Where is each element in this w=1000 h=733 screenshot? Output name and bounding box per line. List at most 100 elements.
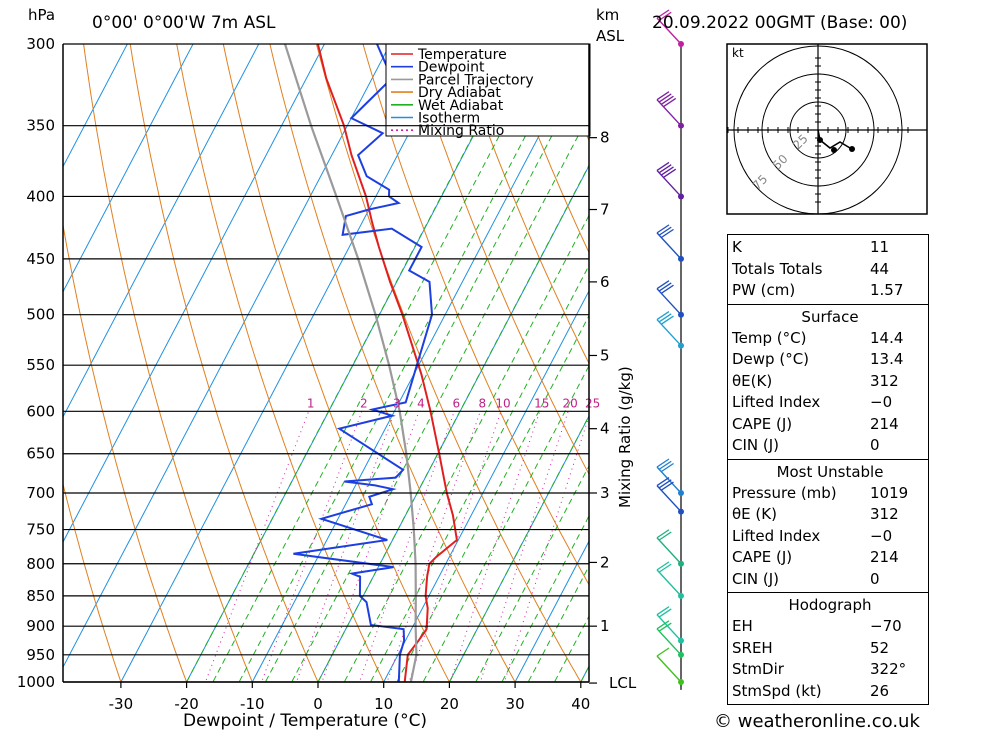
k-label: K [732, 238, 742, 256]
pressure-tick-label: 350 [26, 117, 55, 135]
temp-tick-label: -10 [240, 695, 265, 713]
wind-barb [656, 99, 682, 127]
km-tick-label: LCL [609, 674, 637, 692]
temp-tick-label: -30 [109, 695, 134, 713]
k-value: 11 [870, 238, 890, 256]
isotherm-line [514, 540, 589, 682]
wind-barb [656, 569, 682, 597]
wind-barb-feather [661, 284, 674, 294]
km-unit-label: km [596, 6, 619, 24]
pressure-tick-label: 750 [26, 521, 55, 539]
wind-level-dot [678, 255, 684, 262]
pressure-unit-label: hPa [28, 6, 55, 24]
hodograph-value: 26 [870, 681, 890, 700]
stability-indices: K 11 Totals Totals 44 PW (cm) 1.57 [728, 235, 928, 305]
most-unstable-section: Most Unstable Pressure (mb) 1019 θE (K) 312… [728, 460, 928, 593]
wet-adiabat-line [317, 164, 589, 682]
wind-barb-feather [658, 479, 672, 489]
wind-barb [656, 537, 682, 565]
wind-barb-feather [656, 311, 670, 321]
temp-tick-label: 30 [506, 695, 525, 713]
hodograph-value: −70 [870, 617, 902, 635]
wind-barb-feather [663, 168, 677, 178]
wind-barb [656, 17, 682, 45]
km-tick-label: 4 [600, 420, 610, 438]
wind-level-dot [678, 637, 684, 644]
dry-adiabat-line [946, 7, 1000, 708]
location-title: 0°00' 0°00'W 7m ASL [92, 13, 276, 33]
mixing-ratio-line [295, 411, 396, 682]
pw-value: 1.57 [870, 281, 904, 299]
wind-barb-feather [661, 166, 674, 176]
wind-barb-feather [658, 531, 672, 541]
km-tick-label: 7 [600, 201, 610, 219]
dry-adiabat-line [129, 44, 319, 682]
wet-adiabat-line [291, 113, 589, 682]
surface-value: −0 [870, 393, 893, 411]
wind-barb-feather [658, 93, 672, 103]
hodograph-point [831, 147, 837, 153]
surface-label: Temp (°C) [732, 328, 807, 347]
legend-entry: Parcel Trajectory [418, 72, 534, 88]
wind-level-dot [678, 41, 684, 47]
mixing-ratio-line [479, 411, 569, 682]
hodograph-trace [817, 129, 851, 149]
pressure-tick-label: 900 [26, 617, 55, 635]
wet-adiabat-line [369, 264, 589, 682]
surface-value: 312 [870, 371, 899, 390]
totals-label: Totals Totals [732, 259, 823, 278]
km-tick-label: 3 [600, 484, 610, 502]
isotherm-line [63, 44, 128, 168]
surface-row: θE(K) 312 [732, 371, 928, 393]
pressure-tick-label: 850 [26, 587, 55, 605]
wind-barb-feather [661, 462, 674, 473]
temp-tick-label: 40 [571, 695, 590, 713]
legend-entry: Temperature [417, 47, 507, 63]
copyright-text[interactable]: © weatheronline.co.uk [714, 711, 920, 732]
mixing-ratio-line [386, 411, 481, 682]
mixing-ratio-tick-label: 6 [453, 396, 461, 410]
wet-adiabat-line [448, 414, 589, 682]
temp-tick-label: 0 [313, 695, 323, 713]
hodograph-row: EH −70 [732, 616, 928, 638]
dry-adiabat-line [408, 44, 589, 476]
hodograph-row: StmSpd (kt) 26 [732, 681, 928, 703]
wind-barb [656, 628, 682, 656]
surface-value: 0 [870, 436, 880, 454]
hodograph-section: Hodograph EH −70 SREH 52 StmDir 322° StmSpd (k… [728, 593, 928, 704]
wind-barb-feather [656, 620, 670, 630]
hodograph-label: SREH [732, 638, 773, 657]
pw-label: PW (cm) [732, 281, 796, 299]
wind-level-dot [678, 560, 684, 567]
km-tick-label: 6 [600, 273, 610, 291]
most-unstable-row: θE (K) 312 [732, 504, 928, 526]
hodograph-point [849, 146, 855, 152]
hodograph-units: kt [732, 46, 744, 60]
most-unstable-label: Pressure (mb) [732, 483, 837, 502]
dry-adiabat-line [222, 44, 450, 682]
legend-entry: Wet Adiabat [418, 98, 504, 114]
legend-entry: Dry Adiabat [418, 85, 501, 101]
pressure-tick-label: 500 [26, 306, 55, 324]
surface-row: Dewp (°C) 13.4 [732, 349, 928, 371]
pressure-tick-label: 800 [26, 555, 55, 573]
mixing-ratio-tick-label: 3 [393, 396, 401, 410]
dry-adiabat-line [502, 44, 589, 254]
dry-adiabat-line [176, 44, 385, 682]
most-unstable-value: −0 [870, 526, 893, 545]
wind-barb [656, 466, 682, 494]
mixing-ratio-tick-label: 1 [307, 396, 315, 410]
surface-row: CIN (J) 0 [732, 435, 928, 457]
wind-barb [656, 169, 682, 197]
most-unstable-label: θE (K) [732, 505, 777, 523]
legend-entry: Mixing Ratio [418, 123, 504, 139]
isotherm-line [63, 44, 260, 418]
surface-row: Temp (°C) 14.4 [732, 328, 928, 350]
dry-adiabat-line [315, 44, 582, 682]
most-unstable-label: CAPE (J) [732, 548, 793, 566]
pressure-tick-label: 600 [26, 402, 55, 420]
most-unstable-value: 1019 [870, 483, 909, 502]
wind-barb-feather [656, 280, 670, 290]
